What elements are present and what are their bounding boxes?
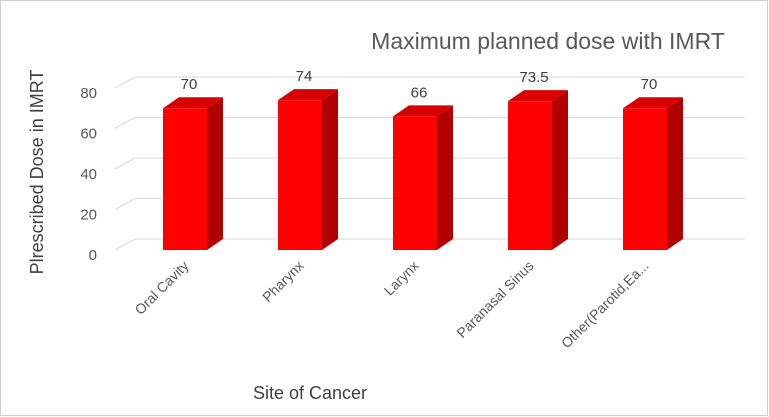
y-tick-label: 60 — [80, 125, 97, 142]
bar — [623, 108, 667, 250]
bar-top — [163, 97, 223, 109]
bar-side — [437, 105, 453, 250]
bar-side — [667, 97, 683, 250]
y-tick-label: 80 — [80, 85, 97, 102]
bar-side — [322, 89, 338, 251]
x-axis-label: Site of Cancer — [253, 383, 367, 403]
bar — [163, 108, 207, 250]
bar-top — [508, 90, 568, 102]
y-axis-label: Plrescribed Dose in IMRT — [27, 70, 47, 275]
value-label: 70 — [181, 76, 198, 93]
bar-side — [207, 97, 223, 250]
bar — [393, 116, 437, 250]
bar-top — [393, 105, 453, 117]
y-tick-label: 40 — [80, 166, 97, 183]
chart-title: Maximum planned dose with IMRT — [371, 28, 725, 54]
bar — [278, 100, 322, 251]
value-label: 73.5 — [519, 69, 548, 86]
value-label: 70 — [641, 76, 658, 93]
bar-top — [623, 97, 683, 109]
value-label: 66 — [411, 84, 428, 101]
grid-line — [114, 76, 745, 89]
bar — [508, 101, 552, 250]
y-tick-label: 20 — [80, 206, 97, 223]
value-label: 74 — [296, 68, 313, 85]
bar-side — [552, 90, 568, 250]
bar-top — [278, 89, 338, 101]
y-tick-label: 0 — [89, 247, 97, 264]
